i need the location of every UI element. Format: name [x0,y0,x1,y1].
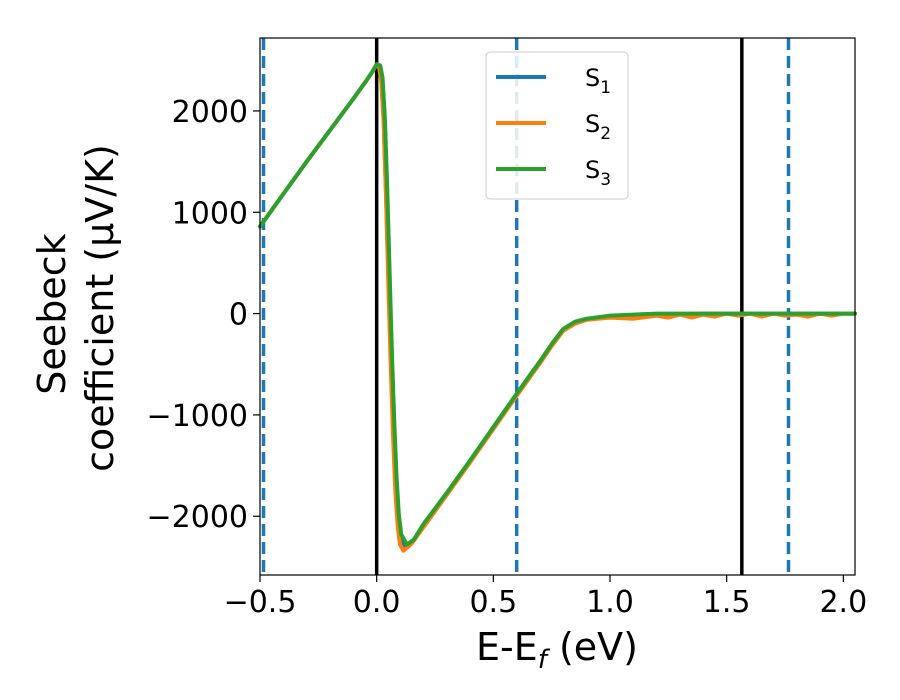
x-axis-title-main: E-E [476,625,538,669]
reference-lines [261,38,791,575]
x-tick-label: 1.0 [586,585,634,620]
legend-box [485,51,629,200]
legend-label-s2: S2 [585,110,611,144]
series-line-s3 [258,62,857,547]
legend-label-s3: S3 [585,156,611,190]
plot-frame [259,37,856,576]
y-tick-label: −1000 [147,399,248,434]
x-tick-label: 1.5 [703,585,751,620]
x-tick-label: 2.0 [819,585,867,620]
y-tick-label: 1000 [172,196,248,231]
x-tick-label: −0.5 [224,585,297,620]
x-tick-label: 0.0 [353,585,401,620]
y-axis: −2000 −1000 0 1000 2000 [147,95,260,535]
y-tick-label: 2000 [172,95,248,130]
y-axis-title: Seebeck coefficient (μV/K) [30,144,122,472]
legend-label-s1: S1 [585,64,611,98]
y-tick-label: −2000 [147,500,248,535]
series-lines [258,62,857,553]
y-axis-title-line1: Seebeck [30,233,74,394]
x-axis-title: E-Ef (eV) [476,625,638,675]
y-axis-title-line2: coefficient (μV/K) [78,144,122,472]
x-axis: −0.5 0.0 0.5 1.0 1.5 2.0 [224,575,867,620]
x-tick-label: 0.5 [469,585,517,620]
x-axis-title-unit: (eV) [547,625,638,669]
legend: S1 S2 S3 [485,51,629,200]
y-tick-label: 0 [229,298,248,333]
